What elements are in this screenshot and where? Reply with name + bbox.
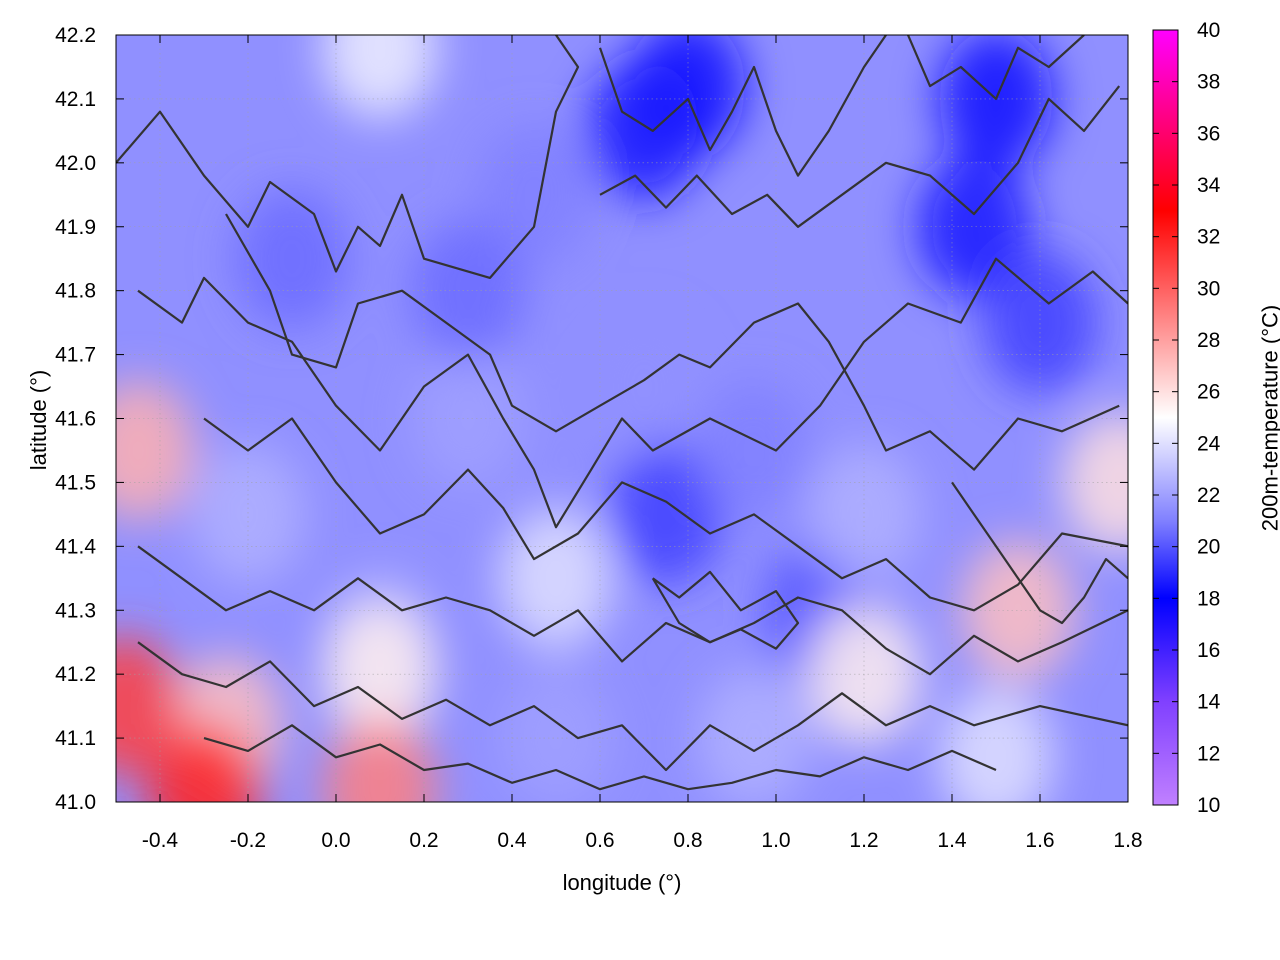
- contour-line-6: [203, 724, 997, 791]
- x-tick-label: 0.6: [585, 829, 614, 852]
- contour-line-1: [137, 257, 1128, 529]
- y-axis: 41.0 41.1 41.2 41.3 41.4 41.5 41.6 41.7 41.8 41.9…: [55, 24, 1128, 814]
- colorbar-tick-label: 40: [1197, 19, 1220, 42]
- colorbar: 10 12 14 16 18 20 22 24 26 28 30 32 34 36 38 40 200m-te…: [1152, 19, 1280, 817]
- y-tick-label: 41.9: [55, 216, 96, 239]
- temperature-region-4: [938, 35, 1054, 170]
- temperature-region-5: [916, 156, 1032, 298]
- y-tick-label: 42.1: [55, 88, 96, 111]
- temperature-region-28: [1062, 412, 1128, 553]
- colorbar-tick-label: 18: [1197, 587, 1220, 610]
- colorbar-tick-label: 22: [1197, 484, 1220, 507]
- colorbar-tick-label: 26: [1197, 381, 1220, 404]
- x-axis-label: longitude (°): [563, 870, 682, 895]
- colorbar-tick-label: 34: [1197, 174, 1221, 197]
- colorbar-scale: [1152, 29, 1179, 806]
- contour-line-8: [599, 85, 1121, 228]
- x-tick-label: -0.2: [230, 829, 266, 852]
- x-tick-label: 1.0: [761, 829, 790, 852]
- temperature-region-26: [116, 635, 182, 777]
- heatmap-layer: [116, 35, 1128, 802]
- temperature-region-0: [234, 188, 350, 330]
- temperature-region-6: [982, 252, 1098, 393]
- colorbar-tick-label: 38: [1197, 71, 1220, 94]
- temperature-region-12: [696, 380, 812, 521]
- y-tick-label: 41.4: [55, 535, 96, 558]
- temperature-region-21: [938, 686, 1054, 802]
- colorbar-tick-label: 24: [1197, 432, 1221, 455]
- x-tick-label: 0.4: [497, 829, 527, 852]
- colorbar-tick-label: 30: [1197, 277, 1220, 300]
- y-tick-label: 41.5: [55, 471, 96, 494]
- temperature-region-25: [146, 725, 262, 802]
- temperature-region-17: [116, 380, 196, 521]
- grid-lines: [116, 34, 1129, 803]
- x-tick-label: 1.8: [1113, 829, 1142, 852]
- y-tick-label: 41.3: [55, 599, 96, 622]
- y-tick-label: 41.1: [55, 727, 96, 750]
- x-tick-label: 0.0: [321, 829, 350, 852]
- temperature-region-15: [498, 507, 614, 649]
- x-tick-label: 1.4: [937, 829, 967, 852]
- contour-line-4: [137, 545, 1128, 676]
- contour-line-10: [951, 481, 1128, 625]
- y-tick-label: 42.2: [55, 24, 96, 47]
- temperature-region-13: [806, 444, 922, 585]
- contour-line-11: [651, 570, 800, 650]
- x-tick-label: 1.6: [1025, 829, 1054, 852]
- temperature-region-10: [608, 444, 724, 585]
- y-tick-label: 41.0: [55, 791, 96, 814]
- temperature-region-23: [498, 667, 614, 802]
- x-tick-label: 1.2: [849, 829, 878, 852]
- temperature-region-22: [696, 667, 812, 802]
- contour-line-5: [137, 641, 1128, 772]
- contour-line-3: [203, 417, 1128, 612]
- colorbar-tick-label: 12: [1197, 742, 1220, 765]
- colorbar-tick-label: 14: [1197, 691, 1221, 714]
- contour-line-9: [906, 35, 1085, 100]
- temperature-region-19: [960, 539, 1076, 681]
- colorbar-tick-label: 36: [1197, 122, 1220, 145]
- y-tick-label: 41.8: [55, 280, 96, 303]
- x-tick-label: 0.8: [673, 829, 702, 852]
- colorbar-tick-label: 28: [1197, 329, 1220, 352]
- temperature-region-27: [322, 35, 438, 119]
- x-axis: -0.4 -0.2 0.0 0.2 0.4 0.6 0.8 1.0 1.2 1.4 1.6 1.8: [142, 35, 1143, 852]
- y-tick-label: 42.0: [55, 152, 96, 175]
- temperature-region-7: [586, 316, 702, 457]
- colorbar-label: 200m-temperature (°C): [1258, 305, 1280, 531]
- contour-line-7: [598, 35, 887, 177]
- contour-line-0: [116, 35, 580, 279]
- colorbar-tick-label: 10: [1197, 794, 1220, 817]
- temperature-region-3: [586, 60, 702, 202]
- contour-lines: [116, 35, 1128, 791]
- y-axis-label: latitude (°): [26, 370, 51, 471]
- colorbar-tick-label: 20: [1197, 536, 1220, 559]
- y-tick-label: 41.2: [55, 663, 96, 686]
- colorbar-ticks: 10 12 14 16 18 20 22 24 26 28 30 32 34 36 38 40: [1153, 19, 1221, 817]
- colorbar-tick-label: 16: [1197, 639, 1220, 662]
- temperature-region-18: [322, 603, 438, 745]
- temperature-region-9: [190, 444, 306, 585]
- y-tick-label: 41.7: [55, 344, 96, 367]
- x-tick-label: -0.4: [142, 829, 179, 852]
- temperature-region-1: [476, 124, 592, 266]
- y-tick-label: 41.6: [55, 408, 96, 431]
- contour-line-2: [225, 213, 1120, 471]
- temperature-region-24: [322, 718, 438, 802]
- colorbar-tick-label: 32: [1197, 226, 1220, 249]
- x-tick-label: 0.2: [409, 829, 438, 852]
